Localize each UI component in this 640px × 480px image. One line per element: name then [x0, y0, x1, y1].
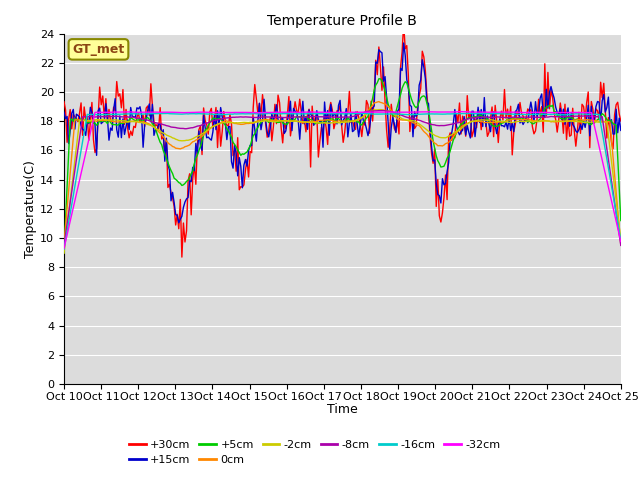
- Title: Temperature Profile B: Temperature Profile B: [268, 14, 417, 28]
- Text: GT_met: GT_met: [72, 43, 125, 56]
- X-axis label: Time: Time: [327, 403, 358, 416]
- Y-axis label: Temperature(C): Temperature(C): [24, 160, 37, 258]
- Legend: +30cm, +15cm, +5cm, 0cm, -2cm, -8cm, -16cm, -32cm: +30cm, +15cm, +5cm, 0cm, -2cm, -8cm, -16…: [125, 435, 504, 469]
